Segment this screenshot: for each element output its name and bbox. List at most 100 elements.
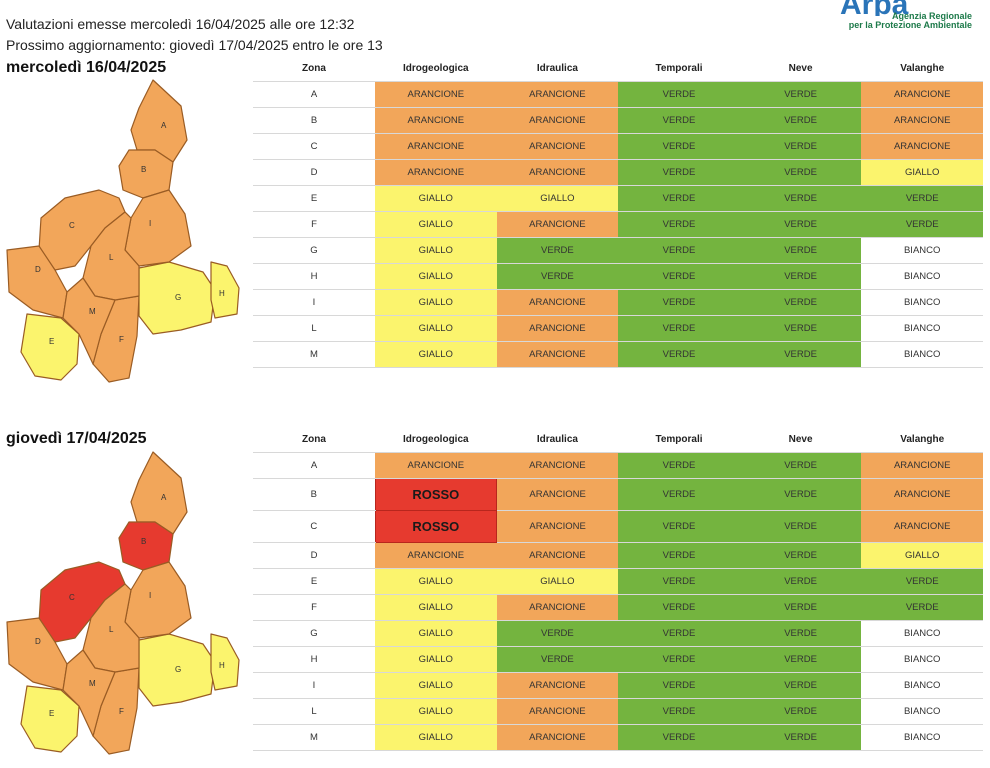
alert-level-cell: GIALLO bbox=[375, 263, 497, 290]
alert-level-cell: VERDE bbox=[618, 478, 740, 511]
column-header: Valanghe bbox=[861, 426, 983, 453]
alert-level-cell: BIANCO bbox=[861, 263, 983, 290]
column-header: Neve bbox=[739, 55, 862, 82]
alert-level-cell: BIANCO bbox=[861, 698, 983, 725]
alert-level-cell: BIANCO bbox=[861, 620, 983, 647]
table-row: C ARANCIONE ARANCIONE VERDE VERDE ARANCIONE bbox=[253, 133, 983, 160]
column-header: Valanghe bbox=[861, 55, 983, 82]
alert-level-cell: GIALLO bbox=[375, 289, 497, 316]
zone-cell: G bbox=[253, 237, 375, 264]
alert-level-cell: GIALLO bbox=[375, 594, 497, 621]
map-zone-label: L bbox=[109, 625, 114, 634]
alert-level-cell: ARANCIONE bbox=[861, 452, 983, 479]
alert-level-cell: BIANCO bbox=[861, 289, 983, 316]
alert-level-cell: GIALLO bbox=[375, 620, 497, 647]
logo-line-2: per la Protezione Ambientale bbox=[848, 20, 972, 30]
alert-level-cell: VERDE bbox=[861, 568, 983, 595]
zone-cell: B bbox=[253, 478, 375, 511]
column-header: Idraulica bbox=[496, 426, 619, 453]
alert-level-cell: GIALLO bbox=[375, 237, 497, 264]
alert-level-cell: VERDE bbox=[496, 237, 619, 264]
map-zone-label: I bbox=[149, 219, 151, 228]
alert-level-cell: VERDE bbox=[861, 594, 983, 621]
alert-level-cell: VERDE bbox=[739, 211, 862, 238]
alert-level-cell: ARANCIONE bbox=[375, 133, 497, 160]
alert-level-cell: ARANCIONE bbox=[496, 452, 619, 479]
alert-level-cell: VERDE bbox=[739, 107, 862, 134]
zone-map-day-2: A B C D E F G H I L M bbox=[6, 451, 240, 755]
alert-level-cell: ARANCIONE bbox=[375, 452, 497, 479]
alert-level-cell: VERDE bbox=[618, 594, 740, 621]
map-zone-label: F bbox=[119, 335, 124, 344]
alert-level-cell: ARANCIONE bbox=[861, 133, 983, 160]
zone-cell: B bbox=[253, 107, 375, 134]
table-row: G GIALLO VERDE VERDE VERDE BIANCO bbox=[253, 237, 983, 264]
alert-level-cell: VERDE bbox=[496, 263, 619, 290]
issue-info: Valutazioni emesse mercoledì 16/04/2025 … bbox=[6, 14, 383, 56]
map-zone-label: G bbox=[175, 293, 181, 302]
map-zone-m bbox=[62, 649, 116, 737]
alert-level-cell: BIANCO bbox=[861, 341, 983, 368]
alert-level-cell: VERDE bbox=[618, 185, 740, 212]
zone-cell: H bbox=[253, 646, 375, 673]
alert-level-cell: GIALLO bbox=[375, 646, 497, 673]
alert-level-cell: VERDE bbox=[618, 211, 740, 238]
alert-level-cell: VERDE bbox=[618, 315, 740, 342]
map-zone-m bbox=[62, 277, 116, 365]
map-zone-label: H bbox=[219, 661, 225, 670]
table-row: F GIALLO ARANCIONE VERDE VERDE VERDE bbox=[253, 211, 983, 238]
map-zone-i bbox=[124, 189, 192, 267]
alert-level-cell: ARANCIONE bbox=[496, 542, 619, 569]
alert-level-cell: VERDE bbox=[739, 510, 862, 543]
table-row: E GIALLO GIALLO VERDE VERDE VERDE bbox=[253, 185, 983, 212]
map-zone-label: M bbox=[89, 679, 96, 688]
alert-level-cell: VERDE bbox=[618, 341, 740, 368]
alert-level-cell: VERDE bbox=[739, 341, 862, 368]
alert-level-cell: ARANCIONE bbox=[861, 107, 983, 134]
map-zone-h bbox=[210, 261, 240, 319]
table-row: H GIALLO VERDE VERDE VERDE BIANCO bbox=[253, 646, 983, 673]
map-zone-label: H bbox=[219, 289, 225, 298]
alert-level-cell: ARANCIONE bbox=[496, 81, 619, 108]
map-zone-label: B bbox=[141, 165, 146, 174]
map-zone-label: C bbox=[69, 593, 75, 602]
alert-level-cell: ROSSO bbox=[374, 478, 498, 511]
alert-level-cell: BIANCO bbox=[861, 315, 983, 342]
map-zone-e bbox=[20, 313, 80, 381]
zone-cell: C bbox=[253, 133, 375, 160]
alert-level-cell: VERDE bbox=[618, 107, 740, 134]
alert-table-day-1: Zona Idrogeologica Idraulica Temporali Neve V… bbox=[253, 55, 983, 368]
map-zone-i bbox=[124, 561, 192, 639]
zone-cell: F bbox=[253, 211, 375, 238]
column-header: Temporali bbox=[618, 426, 740, 453]
zone-cell: C bbox=[253, 510, 375, 543]
alert-level-cell: ARANCIONE bbox=[375, 107, 497, 134]
zone-cell: D bbox=[253, 542, 375, 569]
zone-cell: G bbox=[253, 620, 375, 647]
alert-level-cell: VERDE bbox=[496, 620, 619, 647]
alert-level-cell: VERDE bbox=[739, 672, 862, 699]
alert-level-cell: GIALLO bbox=[375, 341, 497, 368]
alert-level-cell: VERDE bbox=[618, 698, 740, 725]
alert-level-cell: ARANCIONE bbox=[861, 81, 983, 108]
alert-level-cell: VERDE bbox=[739, 81, 862, 108]
alert-level-cell: VERDE bbox=[618, 237, 740, 264]
alert-level-cell: GIALLO bbox=[375, 698, 497, 725]
alert-level-cell: VERDE bbox=[618, 672, 740, 699]
alert-level-cell: GIALLO bbox=[496, 568, 619, 595]
alert-level-cell: VERDE bbox=[739, 620, 862, 647]
zone-cell: E bbox=[253, 185, 375, 212]
alert-level-cell: ARANCIONE bbox=[496, 724, 619, 751]
alert-level-cell: ARANCIONE bbox=[375, 542, 497, 569]
alert-level-cell: BIANCO bbox=[861, 672, 983, 699]
table-row: G GIALLO VERDE VERDE VERDE BIANCO bbox=[253, 620, 983, 647]
column-header: Zona bbox=[253, 426, 375, 453]
table-row: A ARANCIONE ARANCIONE VERDE VERDE ARANCIONE bbox=[253, 452, 983, 479]
alert-level-cell: ARANCIONE bbox=[496, 159, 619, 186]
table-row: D ARANCIONE ARANCIONE VERDE VERDE GIALLO bbox=[253, 159, 983, 186]
table-row: E GIALLO GIALLO VERDE VERDE VERDE bbox=[253, 568, 983, 595]
alert-level-cell: VERDE bbox=[496, 646, 619, 673]
alert-level-cell: GIALLO bbox=[375, 724, 497, 751]
table-row: I GIALLO ARANCIONE VERDE VERDE BIANCO bbox=[253, 672, 983, 699]
map-zone-label: C bbox=[69, 221, 75, 230]
